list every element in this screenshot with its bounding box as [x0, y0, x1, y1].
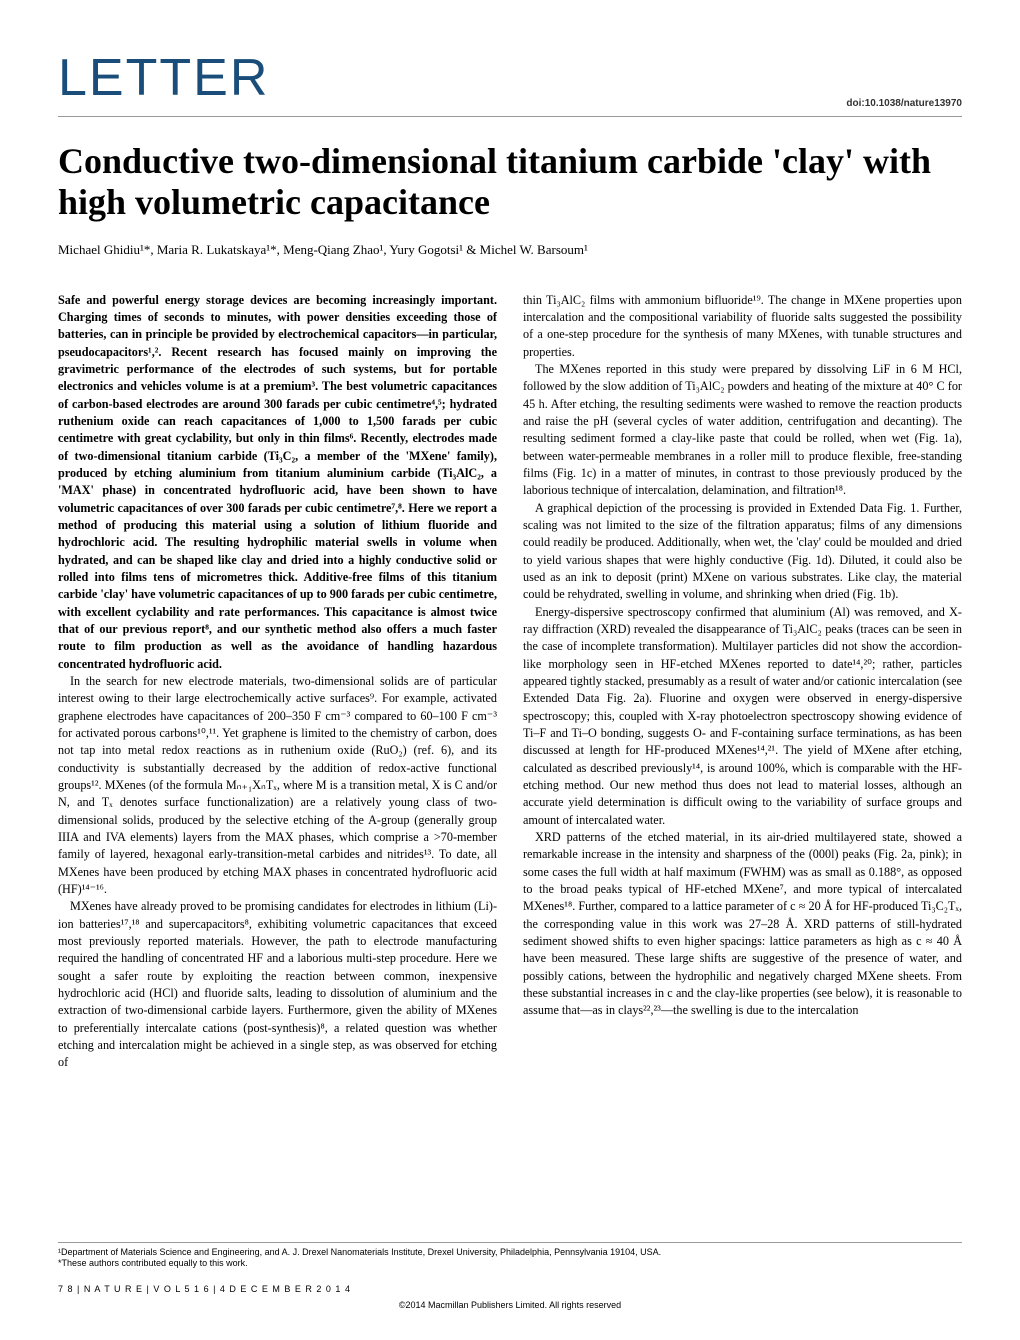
copyright-text: ©2014 Macmillan Publishers Limited. All …	[58, 1300, 962, 1310]
body-columns: Safe and powerful energy storage devices…	[58, 292, 962, 1072]
body-paragraph: XRD patterns of the etched material, in …	[523, 829, 962, 1020]
footer-divider	[58, 1242, 962, 1243]
page-footer: ¹Department of Materials Science and Eng…	[58, 1242, 962, 1310]
letter-label: LETTER	[58, 48, 962, 108]
body-paragraph: thin Ti₃AlC₂ films with ammonium bifluor…	[523, 292, 962, 361]
body-paragraph: The MXenes reported in this study were p…	[523, 361, 962, 500]
article-title: Conductive two-dimensional titanium carb…	[58, 141, 962, 224]
doi-text: doi:10.1038/nature13970	[846, 98, 962, 109]
affiliation-text: ¹Department of Materials Science and Eng…	[58, 1247, 962, 1259]
left-column: Safe and powerful energy storage devices…	[58, 292, 497, 1072]
abstract-text: Safe and powerful energy storage devices…	[58, 292, 497, 673]
page-number: 7 8 | N A T U R E | V O L 5 1 6 | 4 D E …	[58, 1284, 962, 1294]
header-divider	[58, 116, 962, 117]
body-paragraph: Energy-dispersive spectroscopy confirmed…	[523, 604, 962, 829]
body-paragraph: In the search for new electrode material…	[58, 673, 497, 898]
author-list: Michael Ghidiu¹*, Maria R. Lukatskaya¹*,…	[58, 242, 962, 258]
body-paragraph: MXenes have already proved to be promisi…	[58, 898, 497, 1071]
right-column: thin Ti₃AlC₂ films with ammonium bifluor…	[523, 292, 962, 1072]
body-paragraph: A graphical depiction of the processing …	[523, 500, 962, 604]
contribution-note: *These authors contributed equally to th…	[58, 1258, 962, 1270]
